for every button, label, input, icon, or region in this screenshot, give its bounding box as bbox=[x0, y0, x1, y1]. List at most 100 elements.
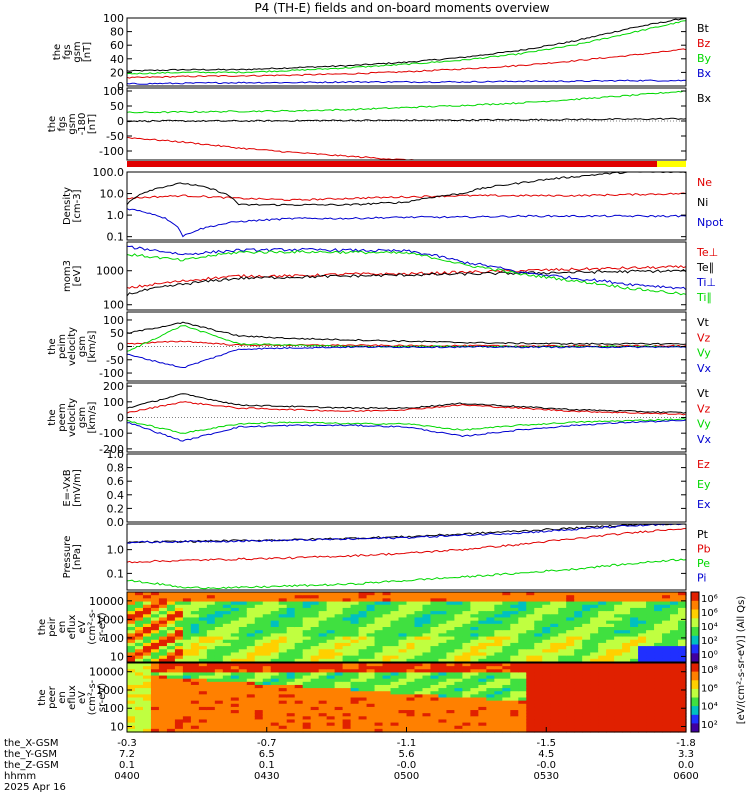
legend-bx: Bx bbox=[697, 67, 712, 80]
y-tick-label: 100 bbox=[103, 85, 124, 98]
colorbar-tick: 10⁶ bbox=[701, 594, 718, 605]
y-axis-label-line: peem bbox=[57, 403, 68, 431]
x-tick-label: 5.6 bbox=[399, 749, 415, 760]
y-axis-label-line: fgs bbox=[62, 44, 73, 59]
legend-vt: Vt bbox=[697, 316, 710, 329]
colorbar-tick: 10⁶ bbox=[701, 608, 718, 619]
y-tick-label: 10.0 bbox=[100, 188, 125, 201]
y-axis-label-line: the bbox=[37, 689, 48, 705]
y-tick-label: 100 bbox=[103, 12, 124, 25]
x-tick-label: 0.1 bbox=[119, 760, 135, 771]
y-axis-label-line: sr-eV) bbox=[97, 612, 108, 641]
legend-vy: Vy bbox=[697, 418, 711, 431]
legend-ni: Ni bbox=[697, 196, 708, 209]
y-axis-label-line: -180 bbox=[77, 113, 88, 136]
y-tick-label: 0.1 bbox=[107, 567, 125, 580]
panel-frame-3 bbox=[126, 171, 687, 241]
legend-te⊥: Te⊥ bbox=[696, 246, 718, 259]
legend-vx: Vx bbox=[697, 433, 712, 446]
y-tick-label: 10 bbox=[110, 721, 124, 734]
x-axis-row-label: the_X-GSM bbox=[4, 738, 58, 749]
panel-frame-1 bbox=[126, 17, 687, 87]
y-tick-label: 10000 bbox=[89, 595, 124, 608]
y-tick-label: 100.0 bbox=[93, 166, 125, 179]
x-tick-label: 4.5 bbox=[538, 749, 554, 760]
series-line-4-2 bbox=[126, 268, 687, 297]
legend-pi: Pi bbox=[697, 572, 706, 585]
colorbar-tick: 10⁶ bbox=[701, 683, 718, 694]
legend-vt: Vt bbox=[697, 387, 710, 400]
y-axis-label-line: (cm²-s- bbox=[87, 609, 98, 645]
y-axis-label-line: peer bbox=[47, 685, 58, 709]
y-axis-label-line: the bbox=[47, 338, 58, 354]
y-axis-label-line: gsm bbox=[77, 336, 88, 357]
x-axis-row-label: the_Z-GSM bbox=[4, 760, 59, 771]
legend-vz: Vz bbox=[697, 402, 711, 415]
series-line-4-4 bbox=[126, 249, 687, 296]
panel-frame-4 bbox=[126, 241, 687, 311]
series-line-1-4 bbox=[126, 79, 687, 85]
legend-bx: Bx bbox=[697, 92, 712, 105]
y-axis-label-line: Pressure bbox=[62, 536, 73, 579]
quality-bar-yellow bbox=[657, 161, 686, 167]
y-tick-label: -50 bbox=[106, 354, 124, 367]
series-line-8-3 bbox=[126, 558, 687, 590]
panel-4: 1000 100 mom3 [eV] Te⊥ Te∥ Ti⊥ Ti∥ bbox=[62, 241, 718, 312]
y-axis-label-line: fgs bbox=[57, 116, 68, 131]
y-axis-label-line: [eV] bbox=[72, 266, 83, 287]
colorbars: 10⁶ 10⁶ 10⁴ 10² 10⁰ 10⁸ 10⁶ 10⁴ 10² [eV/(cm²-s-sr… bbox=[690, 591, 747, 733]
y-tick-label: 200 bbox=[103, 380, 124, 393]
y-axis-label-line: en bbox=[57, 621, 68, 634]
y-axis-label-line: the bbox=[47, 409, 58, 425]
series-line-8-4 bbox=[126, 523, 686, 544]
y-axis-label-8: Pressure [nPa] bbox=[62, 536, 83, 579]
series-line-6-1 bbox=[126, 393, 687, 414]
legend-vx: Vx bbox=[697, 362, 712, 375]
legend-ti∥: Ti∥ bbox=[696, 291, 712, 304]
x-tick-label: -0.7 bbox=[257, 738, 277, 749]
y-tick-label: 0.4 bbox=[107, 489, 125, 502]
y-axis-label-9: the peir en eflux eV (cm²-s-sr-eV) bbox=[37, 609, 108, 645]
y-axis-label-line: [cm-3] bbox=[72, 189, 83, 222]
y-tick-label: 50 bbox=[110, 100, 124, 113]
y-axis-label-line: eflux bbox=[67, 685, 78, 710]
y-tick-label: -200 bbox=[99, 443, 124, 456]
x-tick-label: 3.3 bbox=[678, 749, 694, 760]
y-axis-label-line: E=-VxB bbox=[62, 469, 73, 506]
y-axis-label-line: [km/s] bbox=[87, 330, 98, 362]
y-axis-label-line: eV bbox=[77, 620, 88, 633]
x-tick-label: 7.2 bbox=[119, 749, 135, 760]
x-tick-label: 0600 bbox=[673, 771, 698, 782]
y-axis-label-line: sr-eV) bbox=[97, 683, 108, 712]
x-axis-row-label: the_Y-GSM bbox=[4, 749, 57, 760]
y-tick-label: -100 bbox=[99, 367, 124, 380]
y-tick-label: 20 bbox=[110, 66, 124, 79]
x-tick-label: -0.0 bbox=[397, 760, 417, 771]
y-tick-label: 0.2 bbox=[107, 502, 125, 515]
series-line-2-3 bbox=[126, 136, 686, 161]
y-axis-label-line: [mV/m] bbox=[72, 469, 83, 507]
series-line-4-1 bbox=[126, 265, 687, 289]
series-line-3-3 bbox=[126, 208, 687, 238]
y-tick-label: 0.0 bbox=[107, 516, 125, 529]
y-axis-label-line: the bbox=[52, 44, 63, 60]
legend-vy: Vy bbox=[697, 347, 711, 360]
y-axis-label-line: [nPa] bbox=[72, 544, 83, 570]
y-axis-label-1: the fgs gsm [nT] bbox=[52, 41, 93, 62]
y-axis-label-line: eflux bbox=[67, 615, 78, 640]
legend-pt: Pt bbox=[697, 528, 709, 541]
legend-ti⊥: Ti⊥ bbox=[696, 276, 716, 289]
colorbar-tick: 10⁴ bbox=[701, 622, 718, 633]
series-line-6-3 bbox=[126, 418, 687, 434]
y-tick-label: 100 bbox=[103, 702, 124, 715]
x-tick-label: 0530 bbox=[534, 771, 559, 782]
legend-by: By bbox=[697, 52, 712, 65]
y-tick-label: 10000 bbox=[89, 666, 124, 679]
y-axis-label-line: gsm bbox=[67, 113, 78, 134]
colorbar-tick: 10⁰ bbox=[701, 650, 718, 661]
